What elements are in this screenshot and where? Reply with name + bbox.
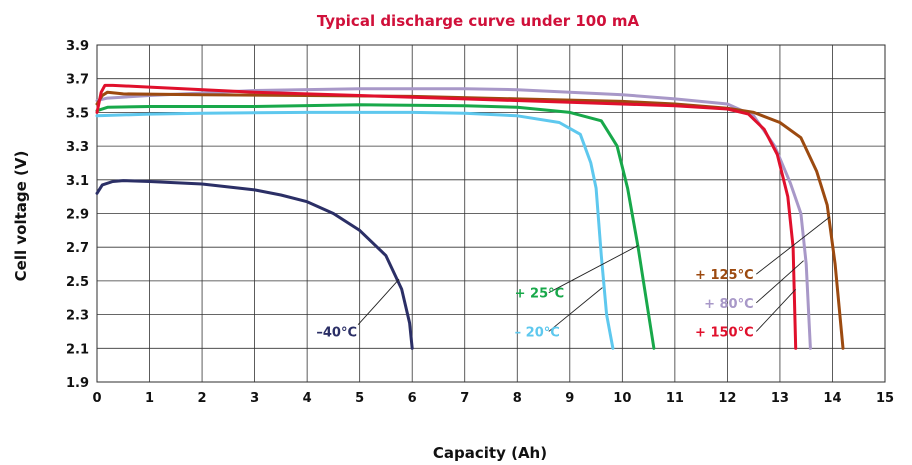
x-tick-label: 12 [718,391,736,406]
y-tick-labels: 1.9 2.1 2.3 2.5 2.7 2.9 3.1 3.3 3.5 3.7 3.9 [66,39,89,391]
x-tick-label: 10 [613,391,631,406]
x-tick-label: 13 [771,391,789,406]
annotation-leader-line [756,216,831,275]
x-tick-label: 2 [198,391,207,406]
y-axis-label: Cell voltage (V) [12,151,30,282]
x-tick-label: 3 [250,391,259,406]
series-line [95,103,656,350]
series-lines [95,83,845,350]
y-tick-label: 2.1 [66,342,89,357]
series-line [95,179,414,350]
annotation-leader-line [548,245,639,294]
y-tick-label: 2.5 [66,275,89,290]
series-line [95,90,845,350]
y-tick-label: 2.7 [66,241,89,256]
x-tick-label: 9 [565,391,574,406]
series-line [95,110,615,350]
x-tick-label: 11 [666,391,684,406]
annotation-leader-line [755,289,797,332]
y-tick-label: 2.9 [66,208,89,223]
y-tick-label: 3.3 [66,140,89,155]
x-tick-label: 8 [513,391,522,406]
x-tick-label: 0 [92,391,101,406]
series-label: – 20°C [515,325,560,340]
series-label: + 125°C [695,268,754,283]
x-tick-label: 14 [823,391,841,406]
x-tick-labels: 0 1 2 3 4 5 6 7 8 9 10 11 12 13 14 15 [92,391,894,406]
x-axis-label: Capacity (Ah) [433,444,547,462]
series-label: –40°C [316,325,357,340]
series-label: + 150°C [695,325,754,340]
annotation-leader-line [357,278,400,326]
y-tick-label: 2.3 [66,309,89,324]
series-label: + 80°C [704,297,754,312]
x-tick-label: 7 [460,391,469,406]
series-label: + 25°C [515,287,565,302]
y-tick-label: 1.9 [66,376,89,391]
y-tick-label: 3.9 [66,39,89,54]
series-annotations: –40°C + 25°C – 20°C + 125°C + 80°C + 150°C [316,216,831,340]
x-tick-label: 5 [355,391,364,406]
x-tick-label: 15 [876,391,894,406]
annotation-leader-line [755,260,804,304]
x-tick-label: 4 [303,391,312,406]
series-line [95,87,812,350]
y-tick-label: 3.1 [66,174,89,189]
y-tick-label: 3.5 [66,106,89,121]
series-line [95,83,798,350]
x-tick-label: 6 [408,391,417,406]
y-tick-label: 3.7 [66,73,89,88]
chart-title: Typical discharge curve under 100 mA [317,12,640,30]
x-tick-label: 1 [145,391,154,406]
annotation-leader-line [548,287,603,332]
